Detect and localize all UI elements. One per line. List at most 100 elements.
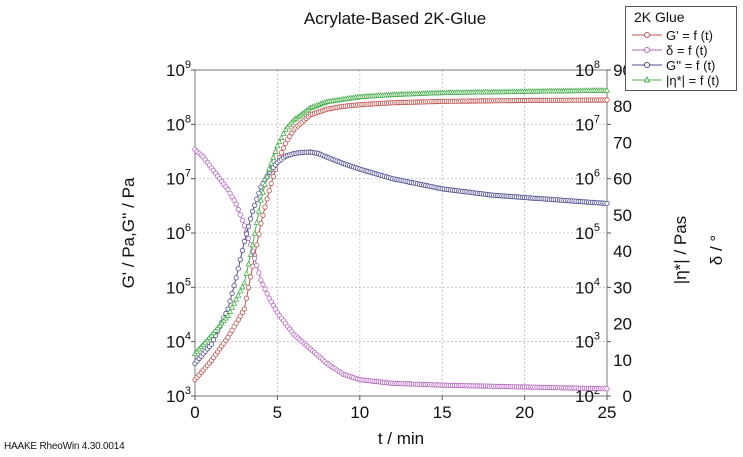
y_eta-tick-exponent: 3 xyxy=(594,331,600,343)
data-point xyxy=(241,223,247,229)
data-point xyxy=(226,308,234,314)
y-eta-axis-ticks: 102103104105106107108 xyxy=(575,59,611,406)
data-point xyxy=(250,208,256,214)
series-2 xyxy=(192,149,610,366)
series-0 xyxy=(192,97,610,383)
data-point xyxy=(262,204,268,210)
y_left-tick-label: 105 xyxy=(166,276,191,297)
y_eta-tick-base: 10 xyxy=(575,387,594,406)
y_left-tick-label: 104 xyxy=(166,331,191,352)
data-point xyxy=(233,295,240,302)
y_left-tick-base: 10 xyxy=(166,115,185,134)
data-point xyxy=(280,145,287,151)
x-tick-label: 0 xyxy=(190,403,199,422)
data-point xyxy=(237,256,243,263)
data-point xyxy=(231,300,238,306)
data-point xyxy=(252,202,258,208)
y-delta-tick-label: 60 xyxy=(613,170,632,189)
y-delta-tick-label: 30 xyxy=(613,278,632,297)
series-line xyxy=(194,99,607,380)
legend-label: |η*| = f (t) xyxy=(666,73,720,88)
y_left-tick-label: 106 xyxy=(166,222,191,243)
y_left-tick-exponent: 9 xyxy=(185,59,191,71)
legend-label: δ = f (t) xyxy=(666,43,708,58)
y-delta-tick-label: 70 xyxy=(613,133,632,152)
y_left-tick-label: 109 xyxy=(166,59,191,80)
y_eta-tick-label: 106 xyxy=(575,168,600,189)
y_left-tick-base: 10 xyxy=(166,170,185,189)
y_eta-tick-base: 10 xyxy=(575,170,594,189)
data-point xyxy=(243,231,250,237)
data-point xyxy=(278,150,285,156)
legend-swatch xyxy=(632,32,662,38)
data-point xyxy=(239,217,245,223)
legend-swatch-marker xyxy=(644,62,650,68)
y_eta-tick-base: 10 xyxy=(575,278,594,297)
y-left-axis-title: G' / Pa,G'' / Pa xyxy=(119,177,138,288)
data-point xyxy=(235,291,242,298)
legend: 2K Glue G' = f (t) δ = f (t) G'' = f (t) |η… xyxy=(625,6,737,91)
data-point xyxy=(266,165,273,172)
y_eta-tick-base: 10 xyxy=(575,333,594,352)
legend-swatch xyxy=(632,47,662,53)
data-point xyxy=(246,235,252,241)
data-point xyxy=(258,220,264,226)
data-point xyxy=(274,142,281,149)
data-point xyxy=(259,189,267,195)
y_left-tick-exponent: 7 xyxy=(185,168,191,180)
series-line xyxy=(194,149,608,390)
data-point xyxy=(255,208,262,214)
y_eta-tick-label: 105 xyxy=(575,222,600,243)
y_eta-tick-label: 108 xyxy=(575,59,600,80)
y_eta-tick-exponent: 4 xyxy=(594,276,600,288)
data-point xyxy=(280,130,287,136)
series-layer xyxy=(191,87,611,392)
y_eta-tick-base: 10 xyxy=(575,61,594,80)
y_left-tick-exponent: 5 xyxy=(185,276,191,288)
y_left-tick-label: 107 xyxy=(166,168,191,189)
data-point xyxy=(249,241,256,248)
data-point xyxy=(258,277,264,283)
data-point xyxy=(233,275,239,281)
y-delta-tick-label: 40 xyxy=(613,242,632,261)
software-version-label: HAAKE RheoWin 4.30.0014 xyxy=(4,441,125,452)
y-delta-tick-label: 20 xyxy=(613,315,632,334)
data-point xyxy=(248,216,254,222)
y-delta-tick-label: 0 xyxy=(623,387,632,406)
data-point xyxy=(604,200,610,206)
series-1 xyxy=(192,147,610,392)
y-eta-axis-title: |η*| / Pas xyxy=(671,216,690,284)
data-point xyxy=(241,279,248,286)
data-point xyxy=(235,266,241,272)
data-point xyxy=(260,212,266,218)
y_left-tick-exponent: 8 xyxy=(185,113,191,125)
data-point xyxy=(245,260,252,267)
legend-title: 2K Glue xyxy=(634,9,685,25)
y_eta-tick-exponent: 5 xyxy=(594,222,600,234)
data-point xyxy=(247,251,254,257)
y_left-tick-base: 10 xyxy=(166,61,185,80)
data-point xyxy=(270,154,277,160)
data-point xyxy=(257,196,264,203)
x-tick-label: 15 xyxy=(433,403,452,422)
data-point xyxy=(252,255,258,261)
data-point xyxy=(261,181,269,187)
data-point xyxy=(270,173,276,180)
y_left-tick-base: 10 xyxy=(166,278,185,297)
data-point xyxy=(224,312,232,318)
data-point xyxy=(604,97,610,103)
y_eta-tick-label: 104 xyxy=(575,276,600,297)
legend-swatch xyxy=(632,62,662,68)
y_left-tick-base: 10 xyxy=(166,387,185,406)
data-point xyxy=(264,291,270,297)
data-point xyxy=(254,242,260,248)
data-point xyxy=(239,247,245,254)
data-point xyxy=(260,281,266,288)
data-point xyxy=(208,341,215,347)
y-delta-tick-label: 10 xyxy=(613,351,632,370)
data-point xyxy=(254,196,260,202)
data-point xyxy=(264,173,271,180)
data-point xyxy=(256,190,262,196)
data-point xyxy=(248,274,254,280)
